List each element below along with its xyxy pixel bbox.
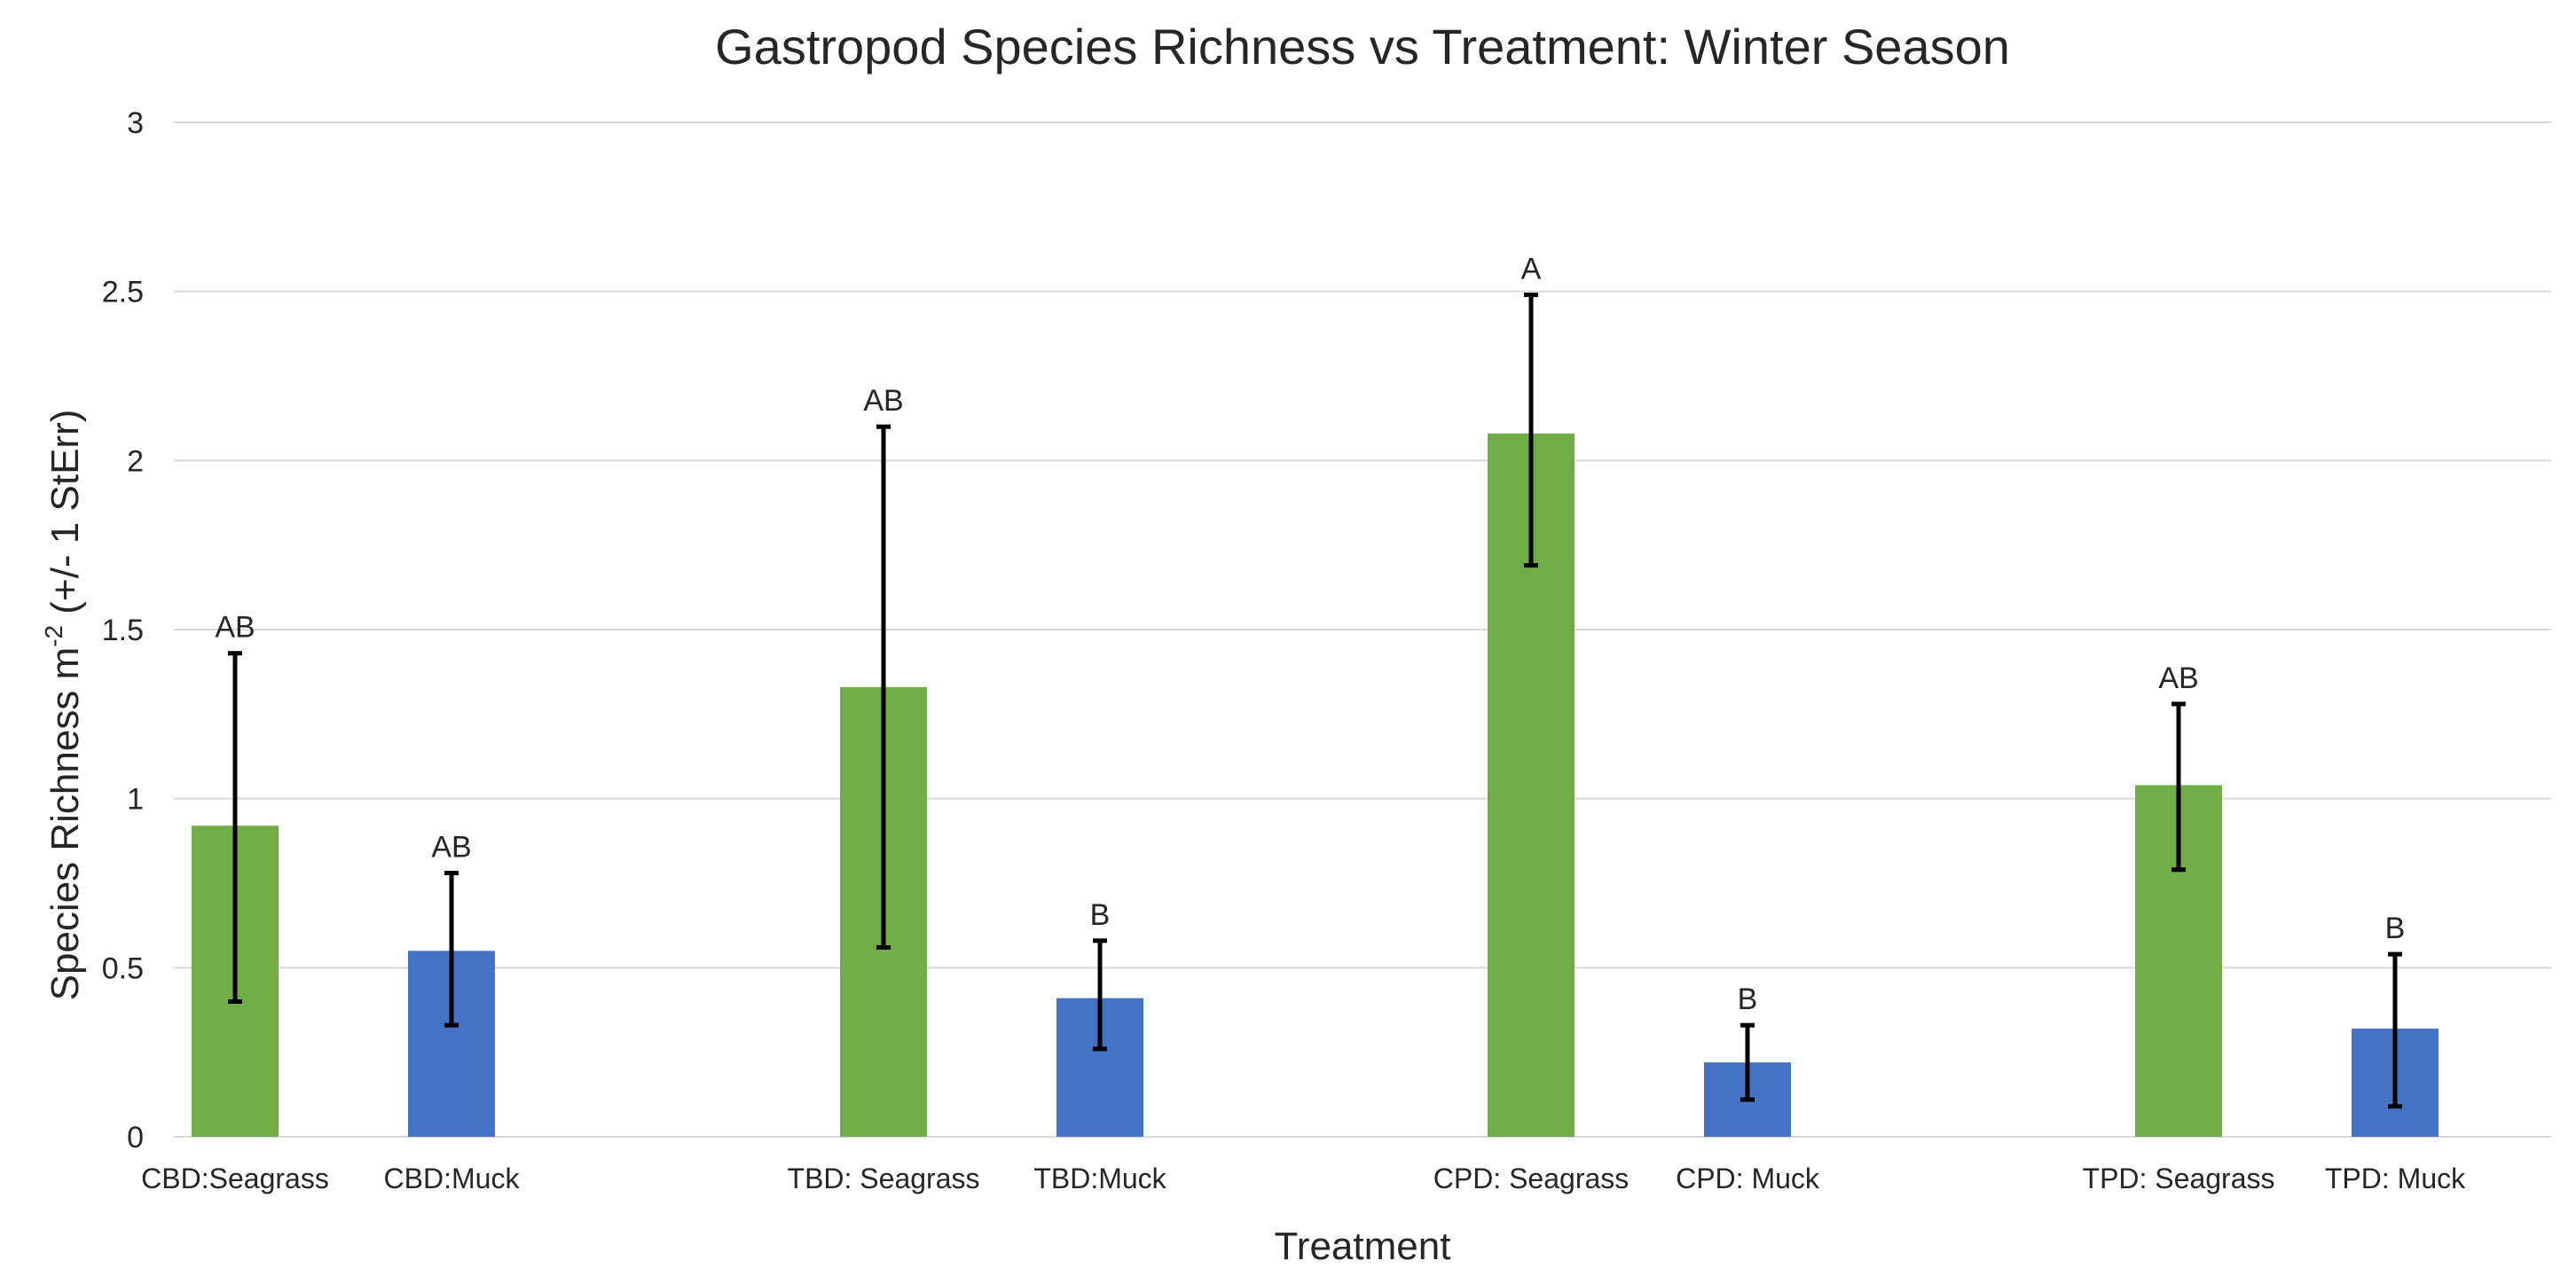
chart-title: Gastropod Species Richness vs Treatment:…	[715, 19, 2010, 74]
x-axis-category-labels: CBD:Seagrass CBD:Muck TBD: Seagrass TBD:Muc…	[141, 1163, 2466, 1194]
x-category-label: CPD: Muck	[1676, 1163, 1820, 1194]
significance-label: AB	[215, 611, 255, 645]
y-tick-label: 1	[127, 783, 144, 817]
significance-label: A	[1521, 252, 1542, 286]
x-category-label: TBD: Seagrass	[788, 1163, 980, 1194]
x-category-label: CBD:Seagrass	[141, 1163, 329, 1194]
significance-label: B	[1738, 983, 1758, 1016]
error-bars	[228, 292, 2402, 1109]
significance-label: B	[1090, 898, 1111, 932]
y-tick-label: 2.5	[102, 276, 144, 309]
significance-label: AB	[431, 831, 471, 865]
significance-label: B	[2385, 912, 2406, 945]
x-axis-title: Treatment	[1275, 1225, 1451, 1268]
gridlines	[174, 121, 2551, 1138]
y-tick-label: 1.5	[102, 614, 144, 647]
significance-label: AB	[2158, 662, 2198, 695]
x-category-label: CBD:Muck	[384, 1163, 521, 1194]
y-tick-label: 0	[127, 1121, 144, 1155]
x-category-label: TPD: Seagrass	[2083, 1163, 2275, 1194]
y-tick-label: 0.5	[102, 951, 144, 985]
x-category-label: TBD:Muck	[1033, 1163, 1166, 1194]
bars	[192, 433, 2439, 1137]
x-category-label: TPD: Muck	[2325, 1163, 2466, 1194]
y-tick-label: 3	[127, 106, 144, 140]
y-tick-label: 2	[127, 444, 144, 478]
y-axis-title-superscript: -2	[40, 625, 67, 647]
y-axis-title-rest: (+/- 1 StErr)	[43, 410, 87, 625]
y-axis-title: Species Richness m-2 (+/- 1 StErr)	[40, 410, 87, 1001]
y-axis-title-main: Species Richness m	[43, 647, 87, 1001]
x-category-label: CPD: Seagrass	[1433, 1163, 1630, 1194]
significance-label: AB	[863, 384, 903, 418]
y-axis-ticks: 0 0.5 1 1.5 2 2.5 3	[102, 106, 144, 1155]
